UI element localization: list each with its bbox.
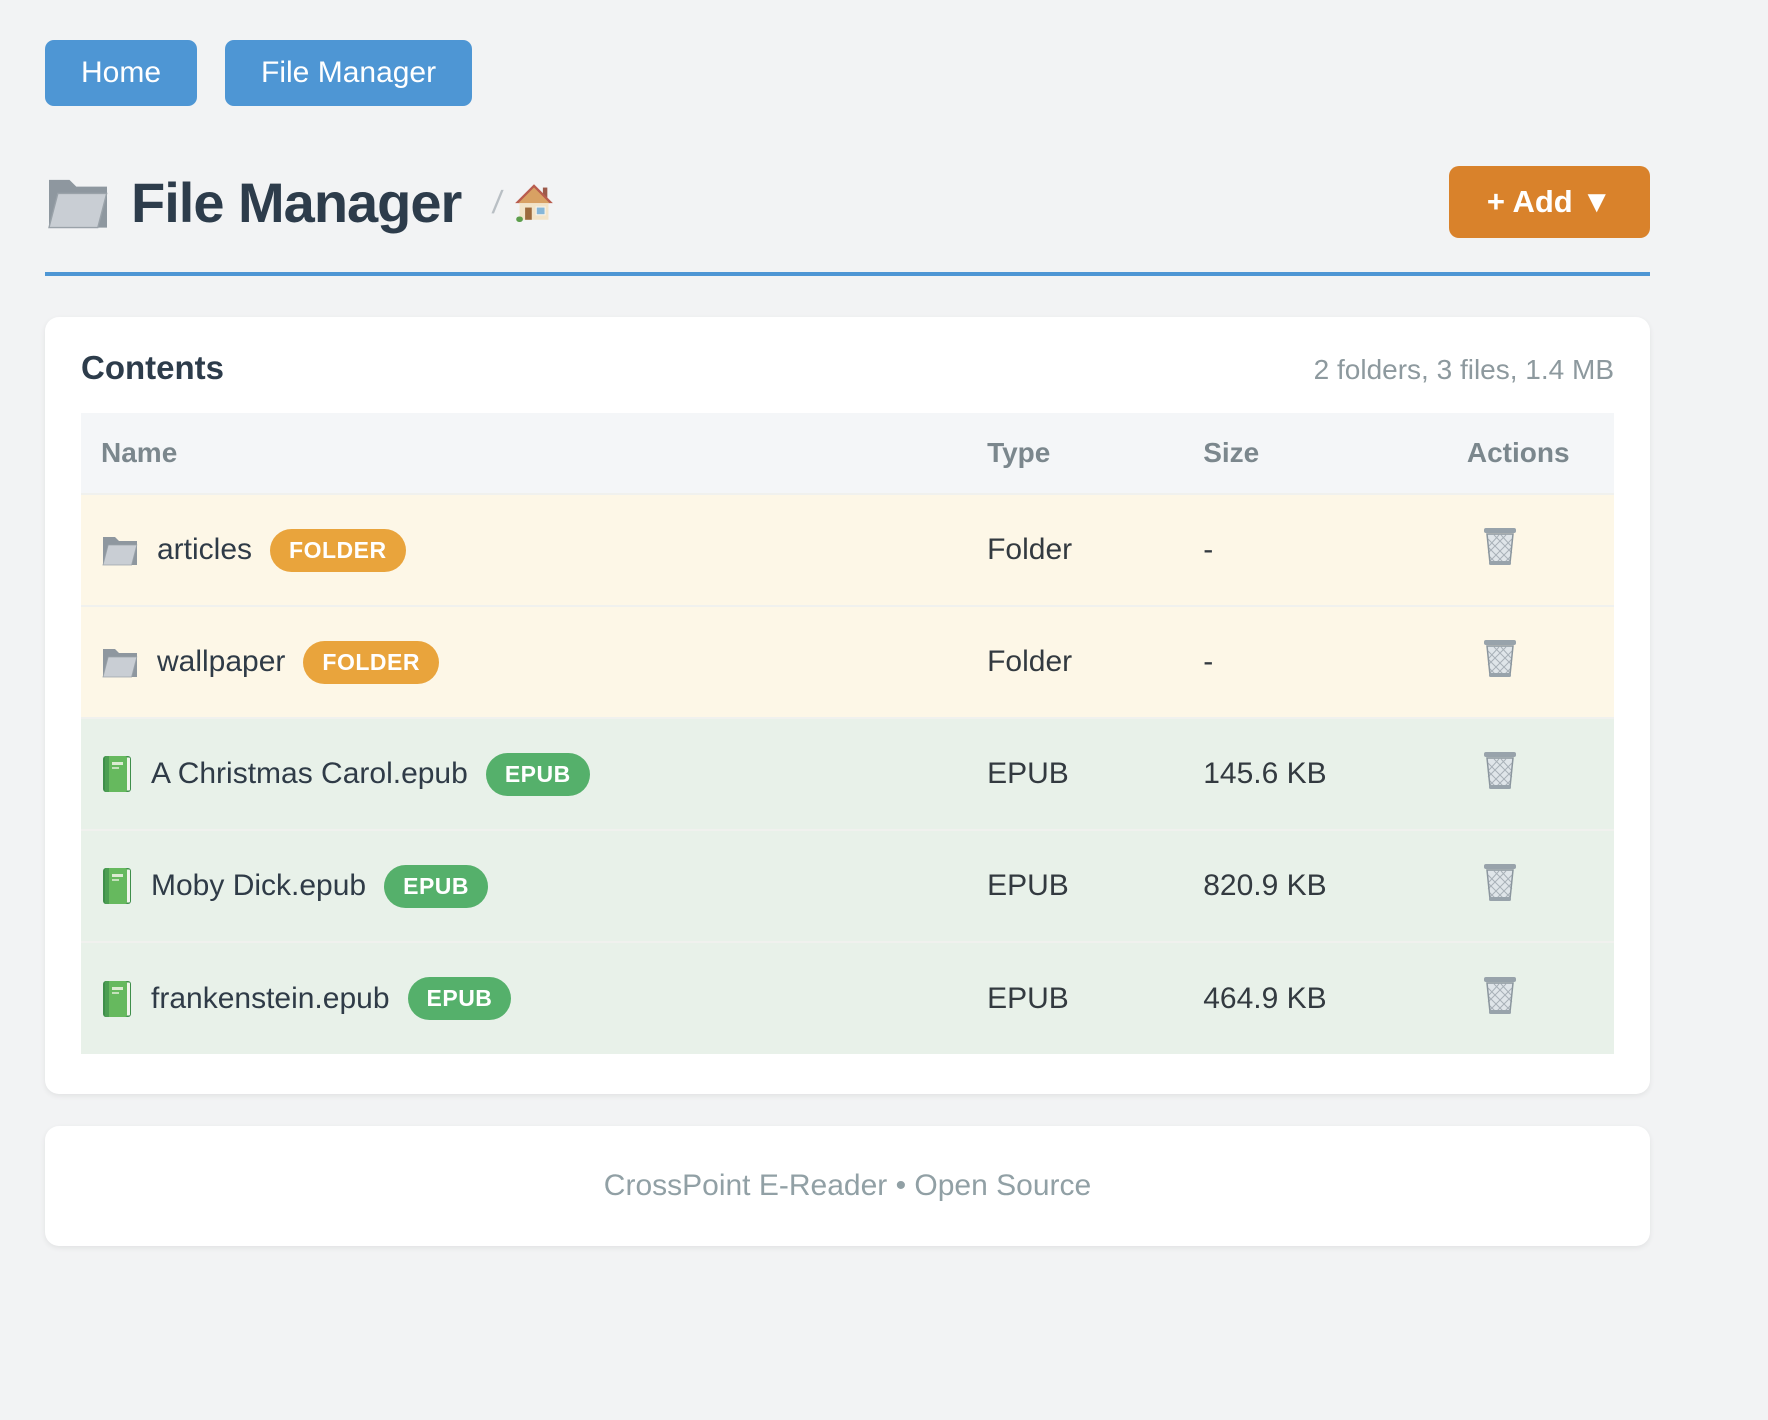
column-header-name: Name [81, 413, 968, 494]
table-row[interactable]: frankenstein.epub EPUB EPUB 464.9 KB [81, 942, 1614, 1054]
cell-size: 145.6 KB [1203, 757, 1327, 790]
table-row[interactable]: A Christmas Carol.epub EPUB EPUB 145.6 KB [81, 718, 1614, 830]
cell-size: 820.9 KB [1203, 869, 1327, 902]
column-header-type: Type [967, 413, 1184, 494]
file-type-badge: FOLDER [303, 640, 439, 684]
page: Home File Manager File Manager / [45, 40, 1650, 1246]
breadcrumb-separator: / [490, 183, 505, 220]
folder-icon [101, 645, 139, 679]
cell-size: 464.9 KB [1203, 981, 1327, 1015]
page-title: File Manager [131, 170, 462, 234]
table-row[interactable]: Moby Dick.epub EPUB EPUB 820.9 KB [81, 830, 1614, 942]
folder-title-icon [45, 173, 111, 231]
footer-text: CrossPoint E-Reader • Open Source [603, 1169, 1092, 1202]
cell-size: - [1203, 645, 1214, 678]
table-row[interactable]: articles FOLDER Folder - [81, 494, 1614, 606]
file-name[interactable]: Moby Dick.epub [151, 869, 367, 902]
delete-button[interactable] [1481, 525, 1519, 567]
book-icon [101, 867, 133, 905]
contents-heading: Contents [81, 349, 224, 386]
delete-button[interactable] [1481, 861, 1519, 903]
file-name[interactable]: articles [157, 533, 253, 566]
title-divider [45, 272, 1650, 276]
folder-icon [101, 533, 139, 567]
page-header: File Manager / + Add ▼ [45, 166, 1650, 238]
house-icon [514, 182, 554, 222]
cell-type: EPUB [987, 757, 1069, 790]
file-name[interactable]: wallpaper [157, 645, 286, 678]
nav-file-manager-button[interactable]: File Manager [225, 40, 473, 106]
contents-summary: 2 folders, 3 files, 1.4 MB [1313, 354, 1614, 385]
delete-button[interactable] [1481, 749, 1519, 791]
table-row[interactable]: wallpaper FOLDER Folder - [81, 606, 1614, 718]
file-type-badge: EPUB [384, 864, 489, 908]
trash-icon [1481, 749, 1519, 791]
table-header-row: Name Type Size Actions [81, 413, 1614, 494]
files-table-body: articles FOLDER Folder - wallpaper FOLDER Fold… [81, 494, 1614, 1054]
book-icon [101, 980, 133, 1018]
file-name[interactable]: A Christmas Carol.epub [151, 757, 468, 790]
top-nav: Home File Manager [45, 40, 1650, 106]
cell-type: Folder [987, 645, 1073, 678]
book-icon [101, 755, 133, 793]
breadcrumb-home-link[interactable] [514, 182, 554, 222]
cell-size: - [1203, 533, 1214, 566]
file-type-badge: EPUB [407, 977, 512, 1020]
cell-type: EPUB [987, 981, 1069, 1015]
contents-card: Contents 2 folders, 3 files, 1.4 MB Name… [45, 317, 1650, 1094]
trash-icon [1481, 525, 1519, 567]
cell-type: Folder [987, 533, 1073, 566]
column-header-actions: Actions [1446, 413, 1614, 494]
trash-icon [1481, 974, 1519, 1016]
nav-home-button[interactable]: Home [45, 40, 198, 106]
file-name[interactable]: frankenstein.epub [151, 981, 390, 1015]
add-button[interactable]: + Add ▼ [1448, 166, 1650, 238]
files-table: Name Type Size Actions articles FOLDER Fol… [81, 413, 1614, 1054]
column-header-size: Size [1183, 413, 1447, 494]
delete-button[interactable] [1481, 974, 1519, 1016]
footer-card: CrossPoint E-Reader • Open Source [45, 1126, 1650, 1246]
file-type-badge: FOLDER [270, 528, 406, 572]
trash-icon [1481, 861, 1519, 903]
delete-button[interactable] [1481, 637, 1519, 679]
file-type-badge: EPUB [485, 752, 590, 796]
cell-type: EPUB [987, 869, 1069, 902]
trash-icon [1481, 637, 1519, 679]
